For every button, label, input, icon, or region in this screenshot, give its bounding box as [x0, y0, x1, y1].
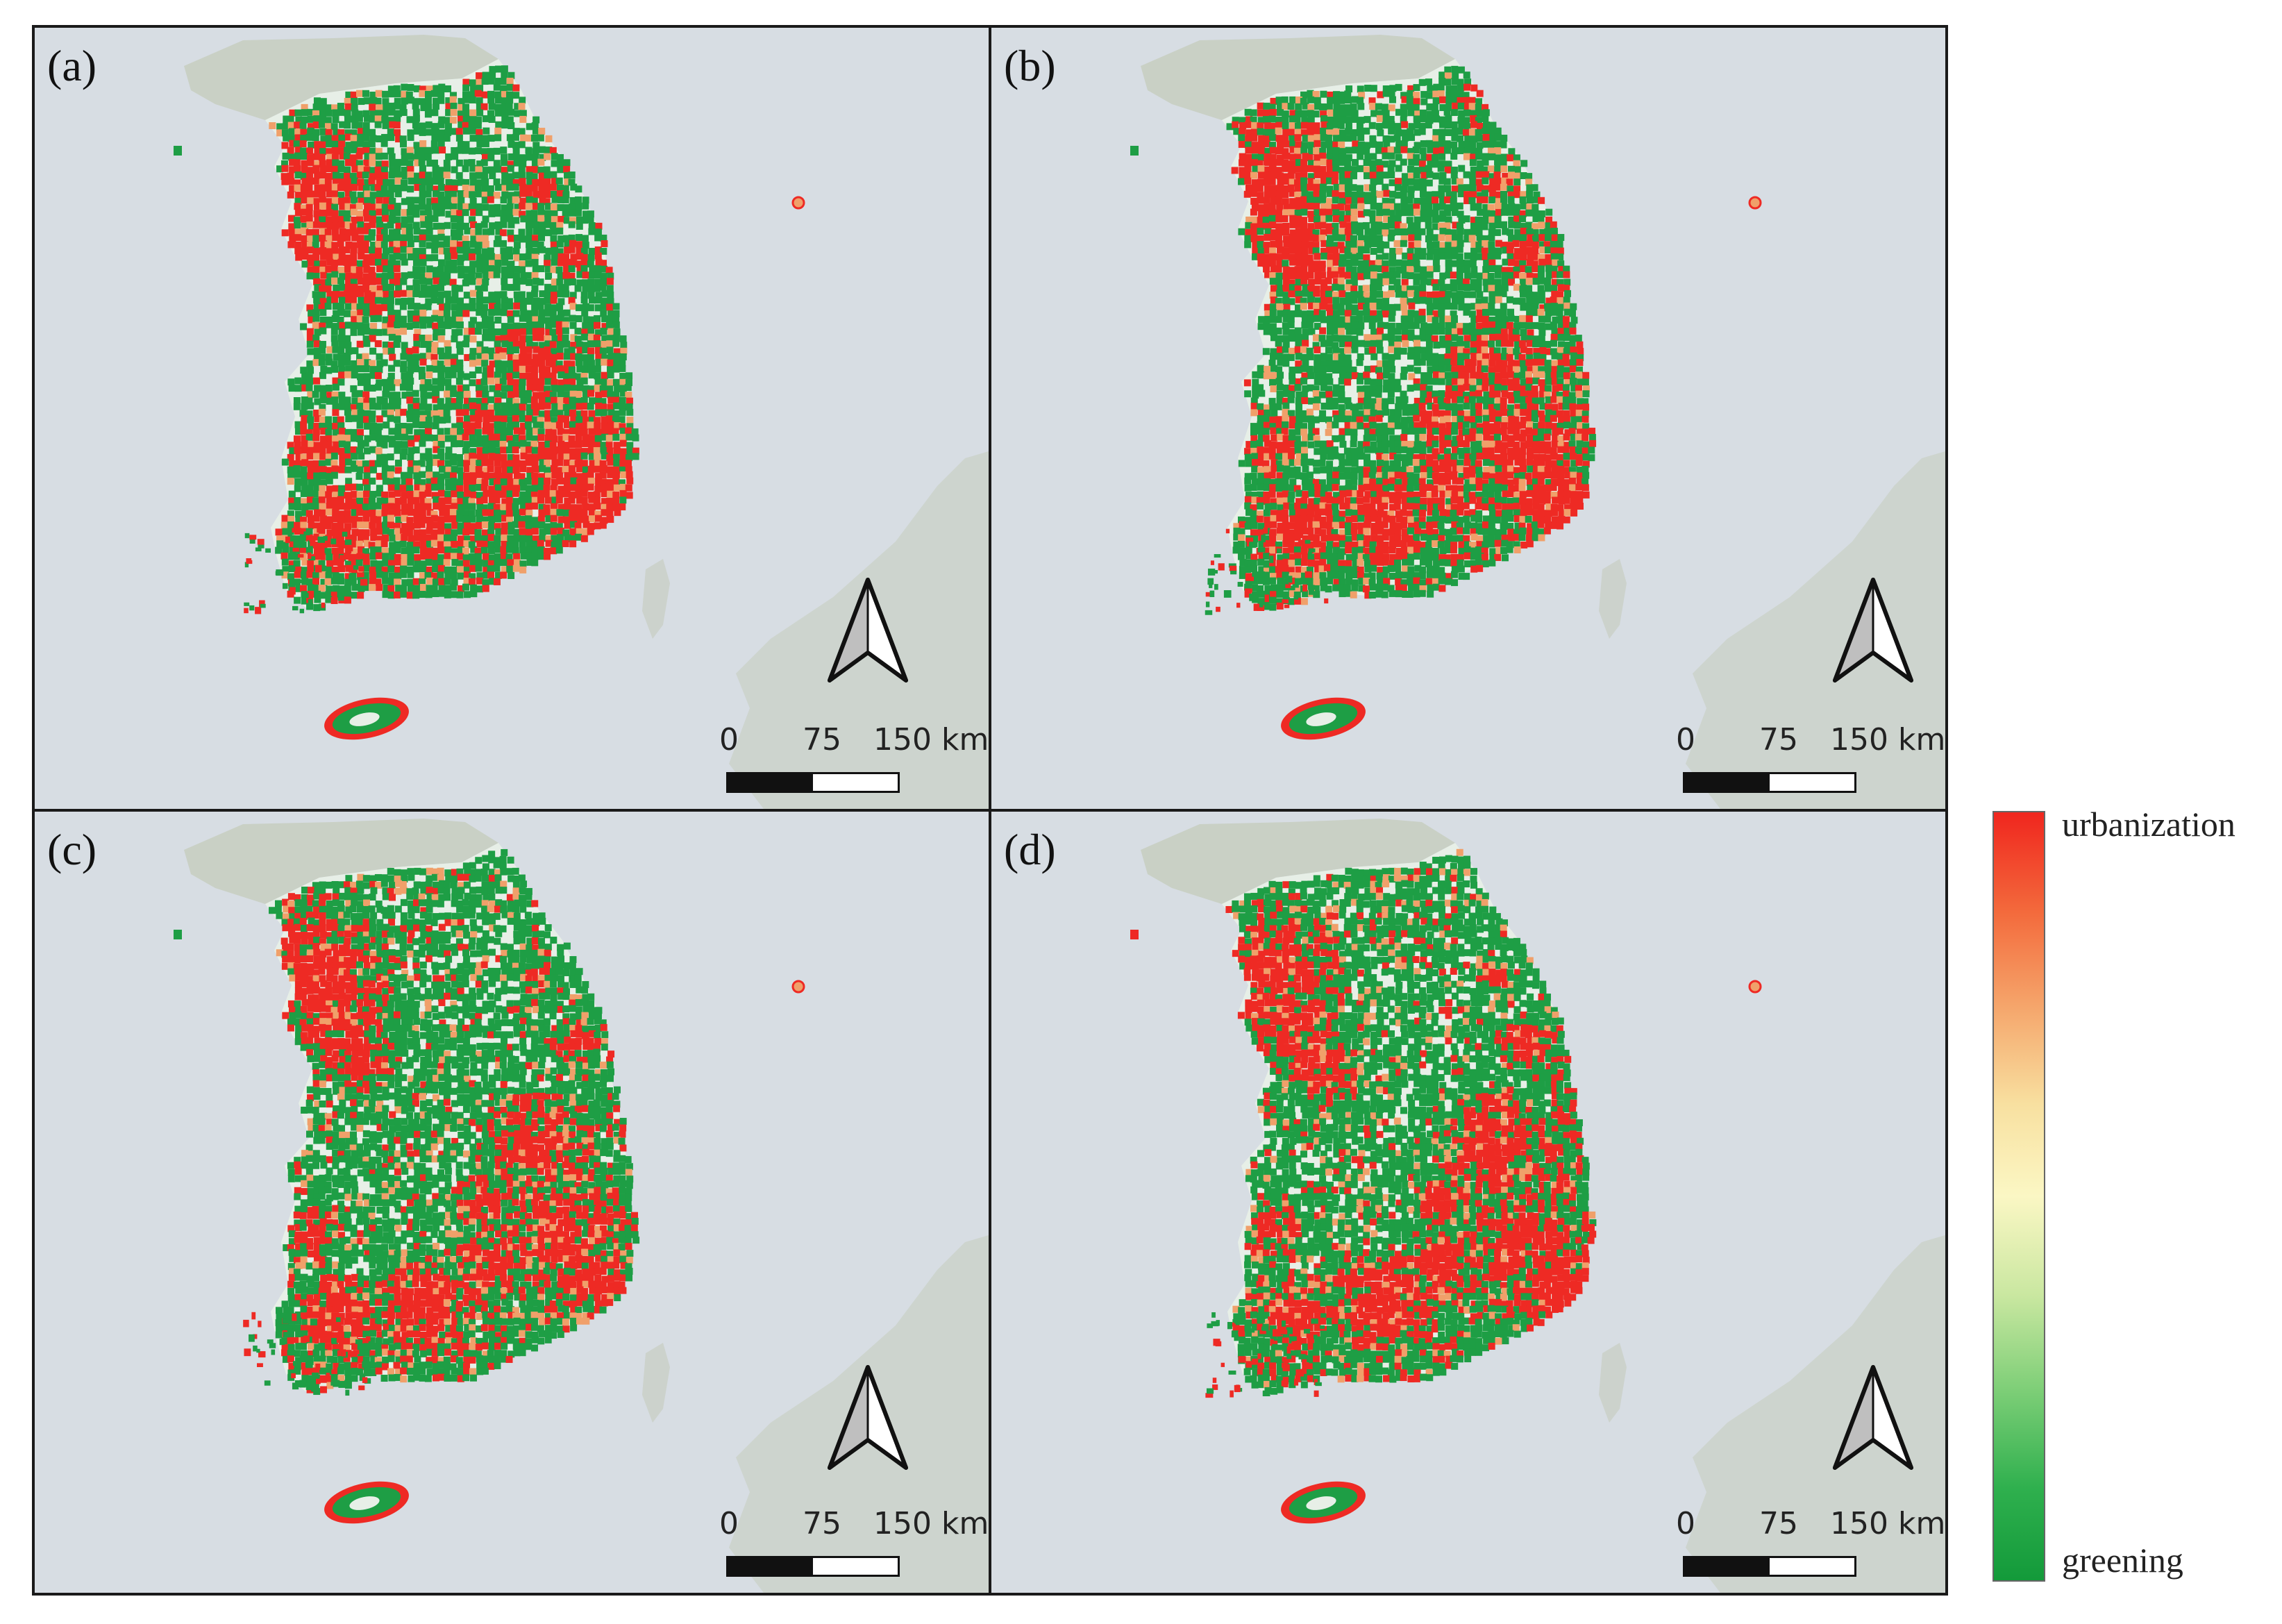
scale-tick-label: 0: [719, 722, 739, 757]
north-korea-landmass: [1141, 35, 1455, 120]
ulleung-island: [1748, 196, 1762, 210]
ulleung-island: [791, 980, 805, 994]
north-korea-landmass: [1141, 819, 1455, 904]
scale-bar-graphic: [726, 1556, 900, 1577]
ulleung-island: [1748, 980, 1762, 994]
legend-label-greening: greening: [2062, 1541, 2183, 1580]
northwest-islets: [174, 146, 182, 156]
jeju-island: [1281, 697, 1366, 740]
land-change-raster: [1205, 848, 1597, 1398]
map-panel-d: (d) 0 75 150 km: [991, 812, 1945, 1593]
scale-tick-label: 0: [1676, 722, 1695, 757]
scale-bar-graphic: [1683, 772, 1856, 793]
scale-bar-graphic: [1683, 1556, 1856, 1577]
scale-tick-label: 150 km: [873, 722, 989, 757]
tsushima-landmass: [1599, 559, 1627, 639]
japan-landmass: [1686, 1235, 1945, 1593]
north-arrow-icon: [828, 578, 908, 683]
scale-bar-black-segment: [728, 1558, 813, 1575]
northwest-islets: [1130, 146, 1139, 156]
north-arrow-icon: [1833, 578, 1913, 683]
scale-bar-black-segment: [728, 774, 813, 791]
north-arrow-icon: [1833, 1365, 1913, 1470]
map-canvas: [174, 35, 989, 809]
land-change-raster: [1205, 65, 1597, 615]
legend-label-urbanization: urbanization: [2062, 805, 2235, 844]
panel-label: (a): [47, 41, 97, 90]
scale-tick-label: 75: [803, 1506, 841, 1541]
map-panel-b: (b) 0 75 150 km: [991, 28, 1945, 809]
map-canvas: [1130, 35, 1945, 809]
scale-bar-graphic: [726, 772, 900, 793]
north-korea-landmass: [184, 819, 498, 904]
jeju-island: [324, 697, 409, 740]
map-panel-grid: (a) 0 75 150 km (b) 0 75 150 km (c) 0 75 150 km (d) 0…: [32, 25, 1948, 1596]
scale-tick-label: 75: [803, 722, 841, 757]
tsushima-landmass: [642, 1343, 670, 1423]
panel-label: (d): [1004, 825, 1056, 874]
map-panel-c: (c) 0 75 150 km: [35, 812, 989, 1593]
scale-tick-label: 0: [1676, 1506, 1695, 1541]
land-change-raster: [244, 65, 639, 614]
scale-tick-label: 75: [1759, 1506, 1798, 1541]
scale-tick-label: 150 km: [1830, 1506, 1945, 1541]
ulleung-island: [791, 196, 805, 210]
japan-landmass: [1686, 451, 1945, 809]
color-legend: urbanization greening: [1992, 805, 2282, 1582]
scale-bar-black-segment: [1685, 774, 1770, 791]
jeju-island: [1281, 1481, 1366, 1524]
panel-label: (b): [1004, 41, 1056, 90]
north-korea-landmass: [184, 35, 498, 120]
scale-tick-label: 0: [719, 1506, 739, 1541]
jeju-island: [324, 1481, 409, 1524]
scale-bar-black-segment: [1685, 1558, 1770, 1575]
tsushima-landmass: [642, 559, 670, 639]
northwest-islets: [1130, 930, 1139, 939]
north-arrow-icon: [828, 1365, 908, 1470]
tsushima-landmass: [1599, 1343, 1627, 1423]
panel-label: (c): [47, 825, 97, 874]
scale-tick-label: 75: [1759, 722, 1798, 757]
northwest-islets: [174, 930, 182, 939]
land-change-raster: [243, 848, 640, 1396]
scale-tick-label: 150 km: [873, 1506, 989, 1541]
scale-tick-label: 150 km: [1830, 722, 1945, 757]
map-panel-a: (a) 0 75 150 km: [35, 28, 989, 809]
legend-gradient-bar: [1992, 811, 2045, 1582]
map-canvas: [1130, 819, 1945, 1593]
map-canvas: [174, 819, 989, 1593]
